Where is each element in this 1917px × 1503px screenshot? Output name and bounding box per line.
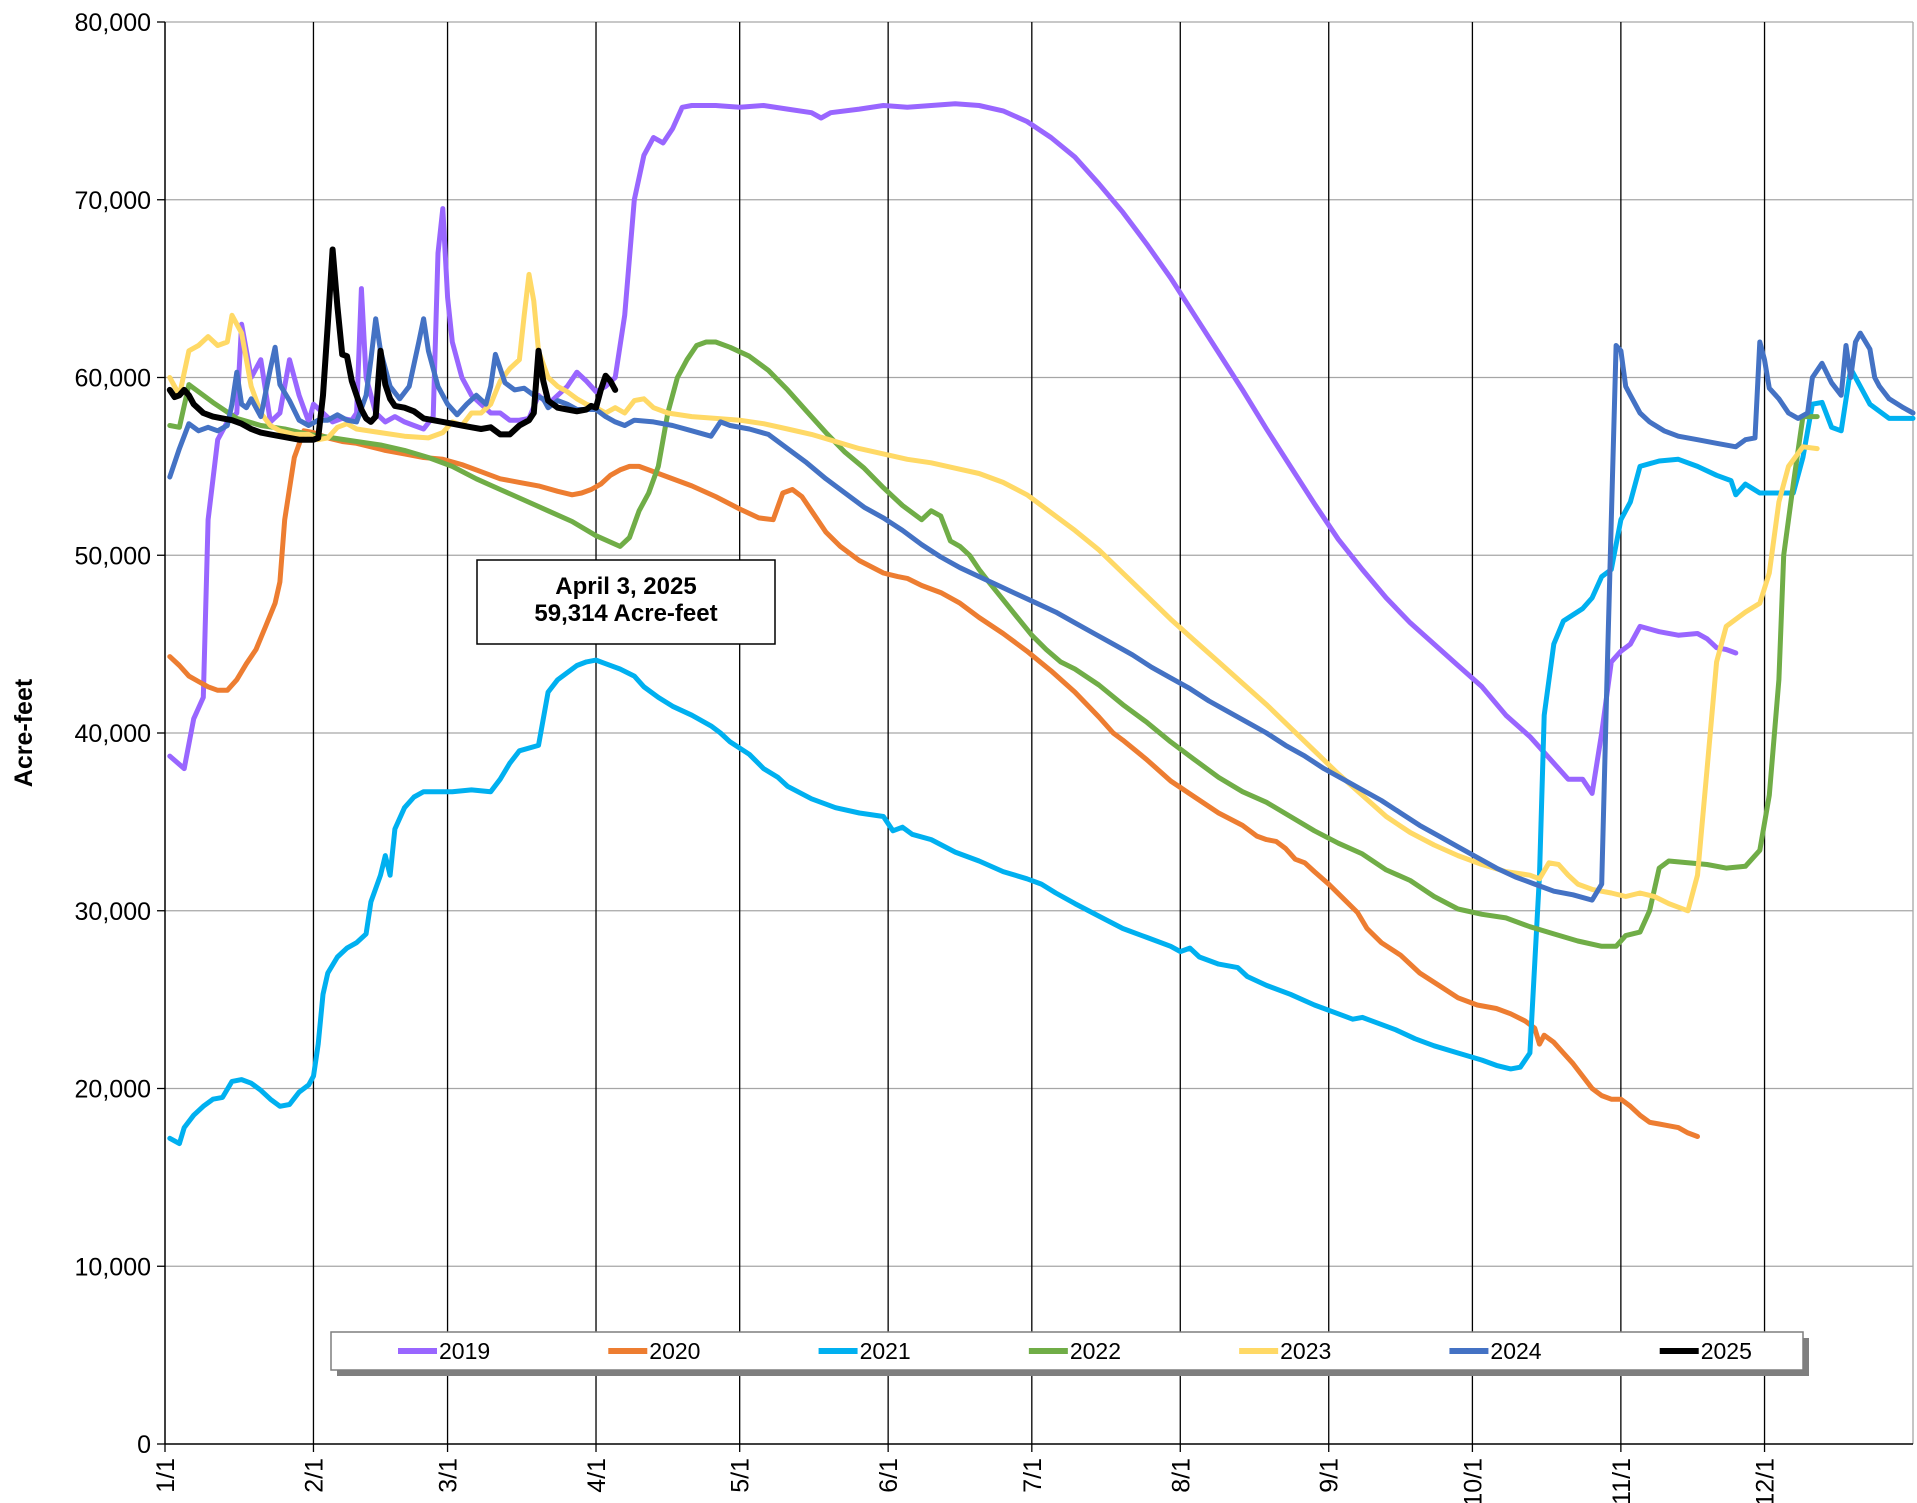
series-line-2023 (167, 271, 1820, 914)
y-tick-label: 20,000 (75, 1076, 151, 1104)
legend: 2019 2020 2021 2022 2023 2024 2025 (330, 1331, 1809, 1376)
annotation-date: April 3, 2025 (555, 573, 696, 600)
legend-label-2019: 2019 (439, 1338, 490, 1364)
legend-label-2020: 2020 (649, 1338, 700, 1364)
y-axis-label: Acre-feet (10, 678, 38, 787)
series-line-2019 (167, 101, 1739, 796)
grid-lines (165, 21, 1914, 1444)
y-tick-label: 40,000 (75, 720, 151, 748)
annotation-value: 59,314 Acre-feet (534, 600, 717, 627)
legend-label-2024: 2024 (1490, 1338, 1541, 1364)
y-tick-label: 50,000 (75, 542, 151, 570)
y-tick-label: 10,000 (75, 1253, 151, 1281)
x-tick-label: 5/1 (727, 1458, 755, 1493)
x-tick-label: 10/1 (1459, 1458, 1487, 1503)
x-tick-label: 8/1 (1167, 1458, 1195, 1493)
x-axis-ticks: 1/1 2/1 3/1 4/1 5/1 6/1 7/1 8/1 9/1 10/1 11/1 12/1 (152, 1458, 1780, 1503)
y-tick-label: 60,000 (75, 365, 151, 393)
series-line-2022 (167, 339, 1820, 949)
legend-label-2022: 2022 (1070, 1338, 1121, 1364)
y-tick-label: 30,000 (75, 898, 151, 926)
series-line-2025 (166, 246, 619, 443)
legend-label-2023: 2023 (1280, 1338, 1331, 1364)
annotation-border (476, 559, 776, 645)
series-line-2020 (167, 428, 1700, 1139)
y-tick-label: 80,000 (75, 9, 151, 37)
x-tick-label: 11/1 (1608, 1458, 1636, 1503)
x-tick-label: 9/1 (1316, 1458, 1344, 1493)
x-tick-label: 12/1 (1752, 1458, 1780, 1503)
y-tick-label: 70,000 (75, 187, 151, 215)
x-tick-label: 2/1 (300, 1458, 328, 1493)
annotation-box: April 3, 2025 59,314 Acre-feet (476, 559, 776, 645)
x-tick-label: 1/1 (152, 1458, 180, 1493)
x-tick-label: 3/1 (435, 1458, 463, 1493)
x-tick-label: 6/1 (875, 1458, 903, 1493)
axes (157, 21, 1913, 1452)
y-axis-ticks: 0 10,000 20,000 30,000 40,000 50,000 60,000 70,… (75, 9, 151, 1459)
legend-label-2025: 2025 (1701, 1338, 1752, 1364)
series-line-2021 (167, 366, 1916, 1147)
y-tick-label: 0 (137, 1431, 151, 1459)
series-line-2024 (167, 316, 1916, 903)
series-lines (166, 101, 1916, 1147)
legend-label-2021: 2021 (860, 1338, 911, 1364)
x-tick-label: 4/1 (583, 1458, 611, 1493)
x-tick-label: 7/1 (1019, 1458, 1047, 1493)
